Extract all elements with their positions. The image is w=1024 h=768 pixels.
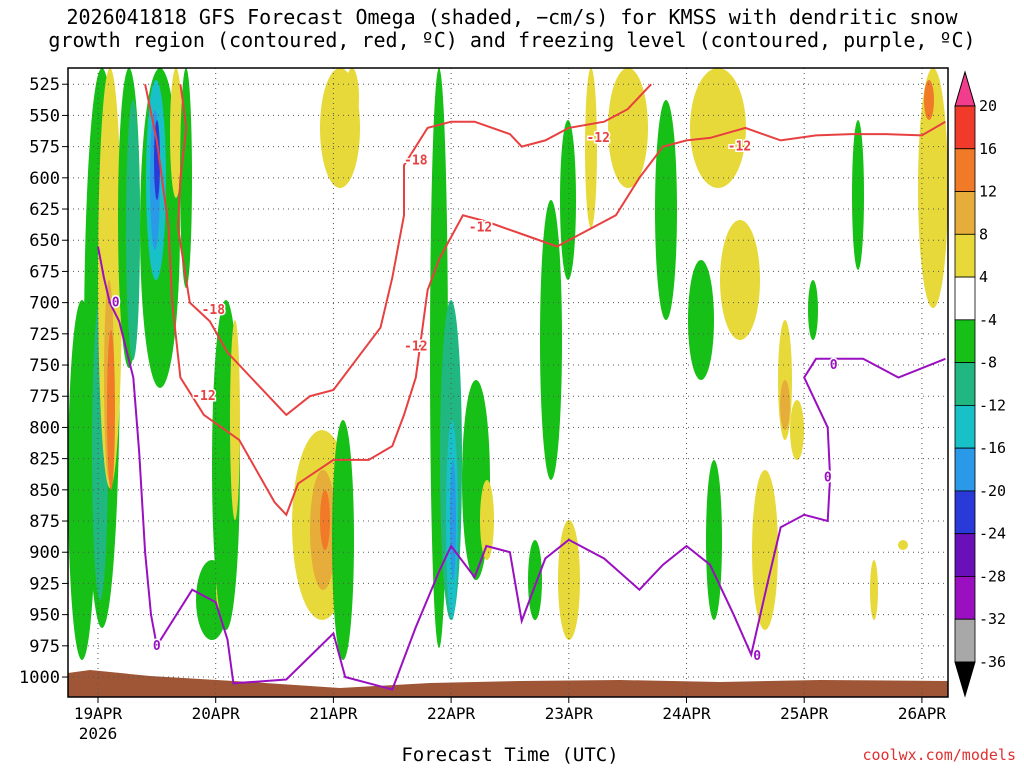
contour-label-1-2: -12 [469, 221, 492, 236]
colorbar-tick-1: 16 [979, 140, 997, 158]
y-tick-label-2: 575 [29, 138, 60, 158]
colorbar-tick-6: -8 [979, 354, 997, 372]
colorbar-swatch-7 [954, 362, 976, 406]
y-tick-label-14: 875 [29, 512, 60, 532]
x-tick-label-6: 25APR [780, 704, 829, 723]
contour-label-2-3: 0 [824, 470, 832, 485]
contour-line-1 [144, 83, 946, 517]
colorbar-swatch-11 [954, 533, 976, 577]
colorbar-tick-0: 20 [979, 97, 997, 115]
y-tick-label-8: 725 [29, 325, 60, 345]
grid [68, 68, 948, 697]
colorbar-swatch-8 [954, 404, 976, 449]
contour-label-2-1: 0 [153, 639, 161, 654]
y-tick-label-16: 925 [29, 574, 60, 594]
y-tick-label-18: 975 [29, 637, 60, 657]
colorbar-swatch-12 [954, 576, 976, 620]
colorbar-tick-10: -24 [979, 525, 1006, 543]
y-tick-label-10: 775 [29, 387, 60, 407]
colorbar-swatch-4 [954, 233, 976, 278]
x-tick-label-5: 24APR [662, 704, 711, 723]
contour-label-1-1: -12 [404, 339, 427, 354]
y-tick-label-11: 800 [29, 418, 60, 438]
x-year-label: 2026 [79, 724, 118, 743]
contour-label-1-4: -12 [728, 140, 751, 155]
x-tick-label-3: 22APR [427, 704, 476, 723]
y-tick-label-6: 675 [29, 262, 60, 282]
colorbar-tick-13: -36 [979, 653, 1006, 671]
y-tick-label-5: 650 [29, 231, 60, 251]
y-tick-label-4: 625 [29, 200, 60, 220]
colorbar-top-arrow [954, 70, 976, 107]
colorbar-tick-12: -32 [979, 610, 1006, 628]
colorbar-tick-9: -20 [979, 482, 1006, 500]
colorbar-tick-11: -28 [979, 567, 1006, 585]
colorbar-swatch-5 [954, 276, 976, 321]
colorbar-swatch-3 [954, 191, 976, 235]
plot-frame [67, 67, 949, 698]
colorbar-tick-2: 12 [979, 183, 997, 201]
y-tick-label-1: 550 [29, 106, 60, 126]
y-tick-label-0: 525 [29, 75, 60, 95]
contour-label-2-0: 0 [112, 296, 120, 311]
contour-label-2-4: 0 [753, 649, 761, 664]
contour-label-0-0: -18 [202, 303, 226, 318]
y-tick-label-9: 750 [29, 356, 60, 376]
colorbar-tick-4: 4 [979, 268, 988, 286]
y-tick-label-12: 825 [29, 450, 60, 470]
colorbar-swatch-13 [954, 618, 976, 663]
credit-link[interactable]: coolwx.com/models [862, 746, 1016, 764]
colorbar-tick-7: -12 [979, 396, 1006, 414]
omega-shading [68, 68, 948, 660]
colorbar-swatch-1 [954, 105, 976, 150]
colorbar-tick-3: 8 [979, 225, 988, 243]
colorbar-swatch-2 [954, 148, 976, 192]
contour-line-0 [176, 83, 652, 417]
contour-label-1-0: -12 [192, 389, 215, 404]
colorbar-swatch-10 [954, 490, 976, 535]
contour-label-2-2: 0 [830, 358, 838, 373]
colorbar-swatch-9 [954, 447, 976, 492]
contour-label-0-1: -18 [404, 153, 428, 168]
y-tick-label-3: 600 [29, 169, 60, 189]
y-tick-label-17: 950 [29, 606, 60, 626]
x-tick-label-1: 20APR [192, 704, 241, 723]
contour-line-2 [97, 246, 946, 691]
y-tick-label-13: 850 [29, 481, 60, 501]
colorbar-tick-5: -4 [979, 311, 997, 329]
colorbar-tick-8: -16 [979, 439, 1006, 457]
x-tick-label-4: 23APR [545, 704, 594, 723]
y-tick-label-7: 700 [29, 294, 60, 314]
colorbar-bottom-arrow [954, 661, 976, 698]
x-tick-label-7: 26APR [898, 704, 947, 723]
y-tick-label-19: 1000 [19, 668, 60, 688]
y-tick-label-15: 900 [29, 543, 60, 563]
chart-title: 2026041818 GFS Forecast Omega (shaded, −… [48, 5, 976, 52]
x-tick-label-0: 19APR [74, 704, 123, 723]
colorbar-swatch-6 [954, 319, 976, 364]
x-axis-label: Forecast Time (UTC) [401, 744, 619, 766]
ground-shading [68, 670, 948, 697]
x-tick-label-2: 21APR [309, 704, 358, 723]
contour-label-1-3: -12 [586, 131, 609, 146]
